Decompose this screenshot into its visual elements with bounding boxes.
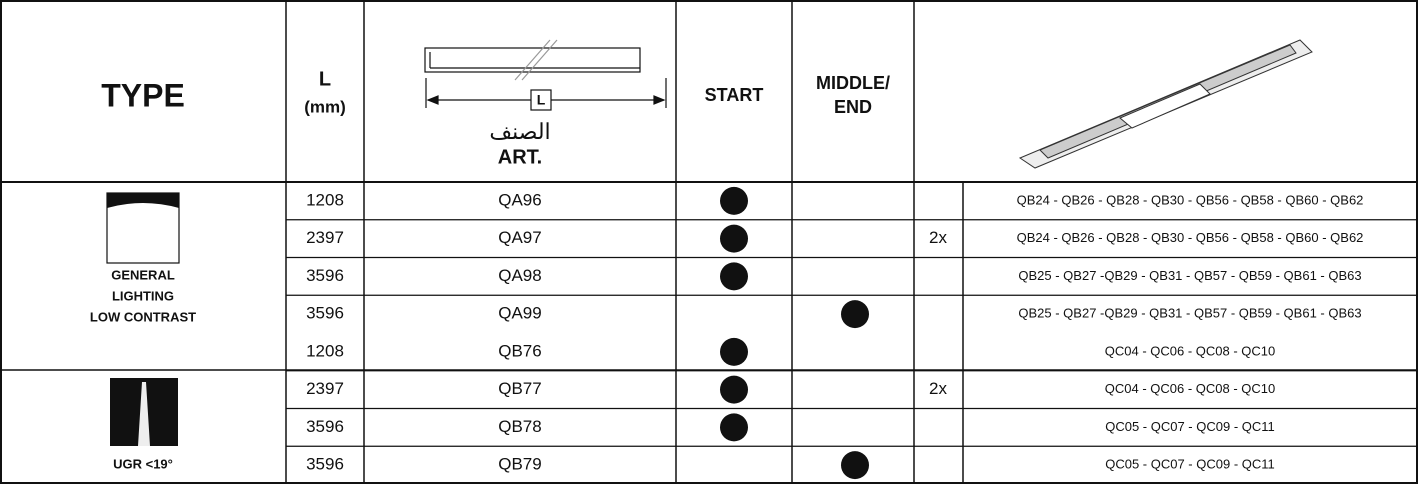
length: 3596	[306, 455, 344, 474]
length: 3596	[306, 304, 344, 323]
length: 1208	[306, 341, 344, 360]
codes: QC04 - QC06 - QC08 - QC10	[1105, 381, 1276, 396]
diagram-label: L	[537, 92, 546, 108]
codes: QC05 - QC07 - QC09 - QC11	[1105, 419, 1275, 434]
group-label: LOW CONTRAST	[90, 309, 196, 324]
codes: QB25 - QB27 -QB29 - QB31 - QB57 - QB59 -…	[1018, 268, 1361, 283]
start-header: START	[705, 85, 764, 105]
start-dot	[720, 224, 748, 253]
start-dot	[720, 262, 748, 291]
icon-ugr	[110, 378, 178, 446]
length: 1208	[306, 190, 344, 209]
length-header: L	[319, 68, 331, 90]
group-label: GENERAL	[111, 267, 175, 282]
length: 3596	[306, 417, 344, 436]
start-dot	[720, 375, 748, 404]
art-header: ART.	[498, 146, 542, 168]
art: QA96	[498, 190, 541, 209]
type-header: TYPE	[101, 77, 185, 113]
length-diagram	[424, 39, 667, 111]
art-arabic: الصنف	[489, 119, 550, 144]
codes: QB25 - QB27 -QB29 - QB31 - QB57 - QB59 -…	[1018, 306, 1361, 321]
art: QB76	[498, 341, 541, 360]
art: QB79	[498, 455, 541, 474]
length-unit: (mm)	[304, 97, 346, 116]
luminaire-sketch	[1018, 39, 1313, 169]
length: 2397	[306, 228, 344, 247]
qty: 2x	[929, 379, 947, 398]
art: QA98	[498, 266, 541, 285]
length: 3596	[306, 266, 344, 285]
middle-dot	[841, 451, 869, 480]
middle-dot	[841, 300, 869, 329]
art: QA99	[498, 304, 541, 323]
start-dot	[720, 413, 748, 442]
icon-general	[106, 192, 180, 264]
start-dot	[720, 337, 748, 366]
art: QA97	[498, 228, 541, 247]
qty: 2x	[929, 228, 947, 247]
end-header: END	[834, 97, 872, 117]
art: QB78	[498, 417, 541, 436]
length: 2397	[306, 379, 344, 398]
middle-header: MIDDLE/	[816, 73, 890, 93]
group-label: UGR <19°	[113, 456, 173, 471]
codes: QB24 - QB26 - QB28 - QB30 - QB56 - QB58 …	[1017, 230, 1364, 245]
group-label: LIGHTING	[112, 288, 174, 303]
start-dot	[720, 186, 748, 215]
codes: QC04 - QC06 - QC08 - QC10	[1105, 343, 1276, 358]
codes: QC05 - QC07 - QC09 - QC11	[1105, 457, 1275, 472]
art: QB77	[498, 379, 541, 398]
codes: QB24 - QB26 - QB28 - QB30 - QB56 - QB58 …	[1017, 192, 1364, 207]
